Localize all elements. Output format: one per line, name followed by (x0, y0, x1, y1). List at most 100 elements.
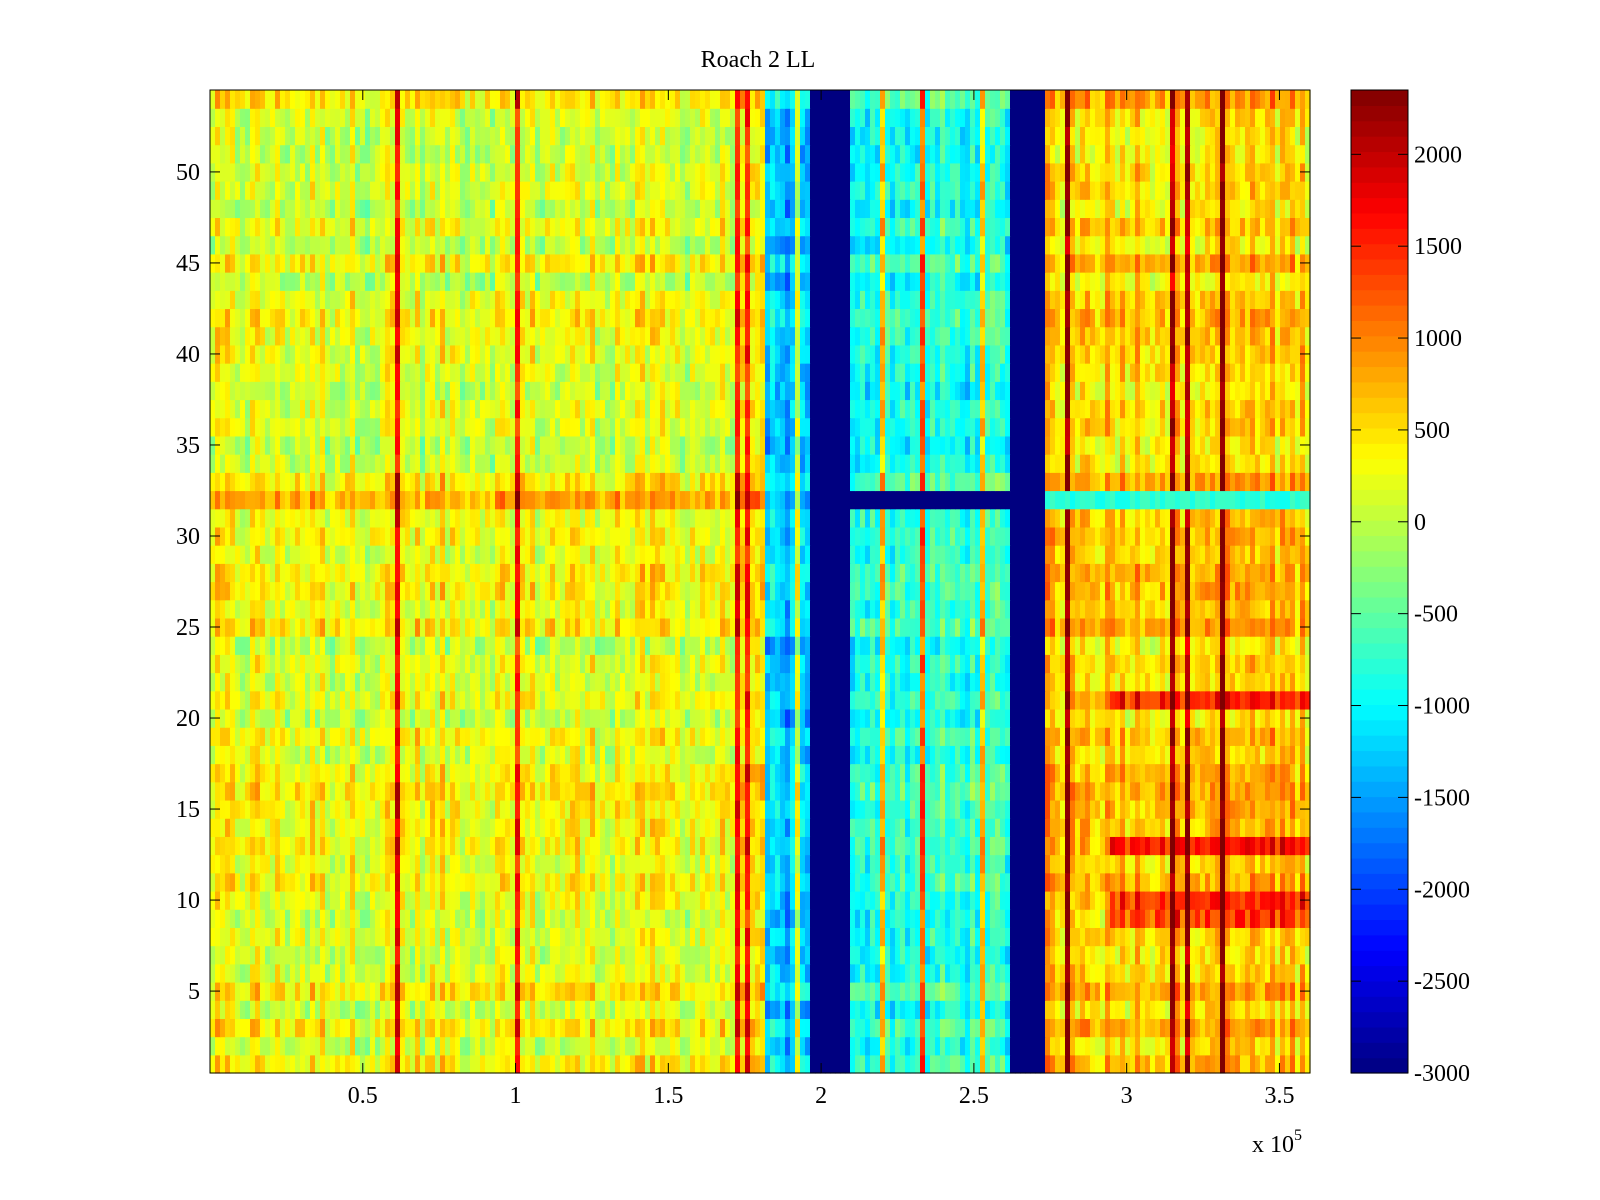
heatmap-cell (955, 654, 961, 674)
heatmap-cell (860, 781, 866, 801)
heatmap-cell (485, 1036, 491, 1056)
heatmap-cell (1285, 763, 1291, 783)
heatmap-cell (425, 890, 431, 910)
heatmap-cell (605, 818, 611, 837)
heatmap-cell (430, 727, 436, 746)
heatmap-cell (460, 781, 466, 801)
heatmap-cell (830, 672, 836, 692)
heatmap-cell (1040, 799, 1046, 819)
heatmap-cell (325, 1036, 331, 1056)
heatmap-cell (475, 854, 481, 874)
heatmap-cell (940, 781, 946, 801)
heatmap-cell (765, 1018, 771, 1038)
heatmap-cell (470, 799, 476, 819)
heatmap-cell (745, 654, 751, 674)
heatmap-cell (405, 654, 411, 674)
heatmap-cell (945, 818, 951, 837)
heatmap-cell (1060, 763, 1066, 783)
heatmap-cell (690, 727, 696, 746)
heatmap-cell (795, 818, 801, 837)
heatmap-cell (760, 872, 766, 892)
heatmap-cell (505, 690, 511, 710)
heatmap-cell (305, 727, 311, 746)
heatmap-cell (1075, 981, 1081, 1001)
heatmap-cell (1180, 781, 1186, 801)
heatmap-cell (665, 818, 671, 837)
heatmap-cell (840, 690, 846, 710)
heatmap-cell (995, 1036, 1001, 1056)
heatmap-cell (245, 927, 251, 947)
heatmap-cell (800, 1018, 806, 1038)
heatmap-cell (575, 727, 581, 746)
heatmap-cell (1120, 690, 1126, 710)
heatmap-cell (485, 1000, 491, 1019)
heatmap-cell (1195, 854, 1201, 874)
heatmap-cell (865, 799, 871, 819)
heatmap-cell (640, 763, 646, 783)
heatmap-cell (550, 1054, 556, 1074)
heatmap-cell (1265, 890, 1271, 910)
heatmap-cell (735, 1018, 741, 1038)
heatmap-cell (595, 1000, 601, 1019)
heatmap-cell (745, 781, 751, 801)
heatmap-cell (430, 654, 436, 674)
heatmap-cell (900, 1036, 906, 1056)
heatmap-cell (630, 1036, 636, 1056)
heatmap-cell (300, 763, 306, 783)
heatmap-cell (825, 854, 831, 874)
heatmap-cell (1035, 1036, 1041, 1056)
heatmap-cell (380, 818, 386, 837)
heatmap-cell (925, 799, 931, 819)
heatmap-cell (670, 1036, 676, 1056)
heatmap-cell (880, 727, 886, 746)
heatmap-cell (930, 708, 936, 728)
heatmap-cell (650, 909, 656, 928)
heatmap-cell (335, 818, 341, 837)
heatmap-cell (720, 981, 726, 1001)
heatmap-cell (1115, 1036, 1121, 1056)
heatmap-cell (265, 1036, 271, 1056)
heatmap-cell (910, 672, 916, 692)
heatmap-cell (430, 781, 436, 801)
heatmap-cell (685, 799, 691, 819)
heatmap-cell (735, 854, 741, 874)
heatmap-cell (255, 927, 261, 947)
heatmap-cell (350, 854, 356, 874)
heatmap-cell (1195, 727, 1201, 746)
heatmap-cell (1235, 690, 1241, 710)
heatmap-cell (760, 927, 766, 947)
heatmap-cell (690, 763, 696, 783)
heatmap-cell (900, 672, 906, 692)
heatmap-cell (615, 872, 621, 892)
heatmap-cell (825, 927, 831, 947)
heatmap-cell (770, 654, 776, 674)
heatmap-cell (1280, 763, 1286, 783)
heatmap-cell (395, 1036, 401, 1056)
heatmap-cell (1265, 781, 1271, 801)
heatmap-cell (575, 654, 581, 674)
heatmap-cell (1040, 1054, 1046, 1074)
heatmap-cell (835, 799, 841, 819)
heatmap-cell (645, 799, 651, 819)
heatmap-cell (385, 745, 391, 765)
heatmap-cell (650, 708, 656, 728)
heatmap-cell (1295, 1000, 1301, 1019)
heatmap-cell (380, 799, 386, 819)
heatmap-cell (830, 1054, 836, 1074)
heatmap-cell (670, 727, 676, 746)
heatmap-cell (400, 781, 406, 801)
heatmap-cell (735, 727, 741, 746)
heatmap-cell (260, 654, 266, 674)
heatmap-cell (1270, 799, 1276, 819)
heatmap-cell (550, 781, 556, 801)
heatmap-cell (605, 763, 611, 783)
heatmap-cell (1185, 799, 1191, 819)
heatmap-cell (540, 890, 546, 910)
heatmap-cell (345, 763, 351, 783)
heatmap-cell (485, 854, 491, 874)
heatmap-cell (1150, 909, 1156, 928)
heatmap-cell (415, 1054, 421, 1074)
heatmap-cell (630, 1018, 636, 1038)
heatmap-cell (1035, 872, 1041, 892)
heatmap-cell (615, 763, 621, 783)
